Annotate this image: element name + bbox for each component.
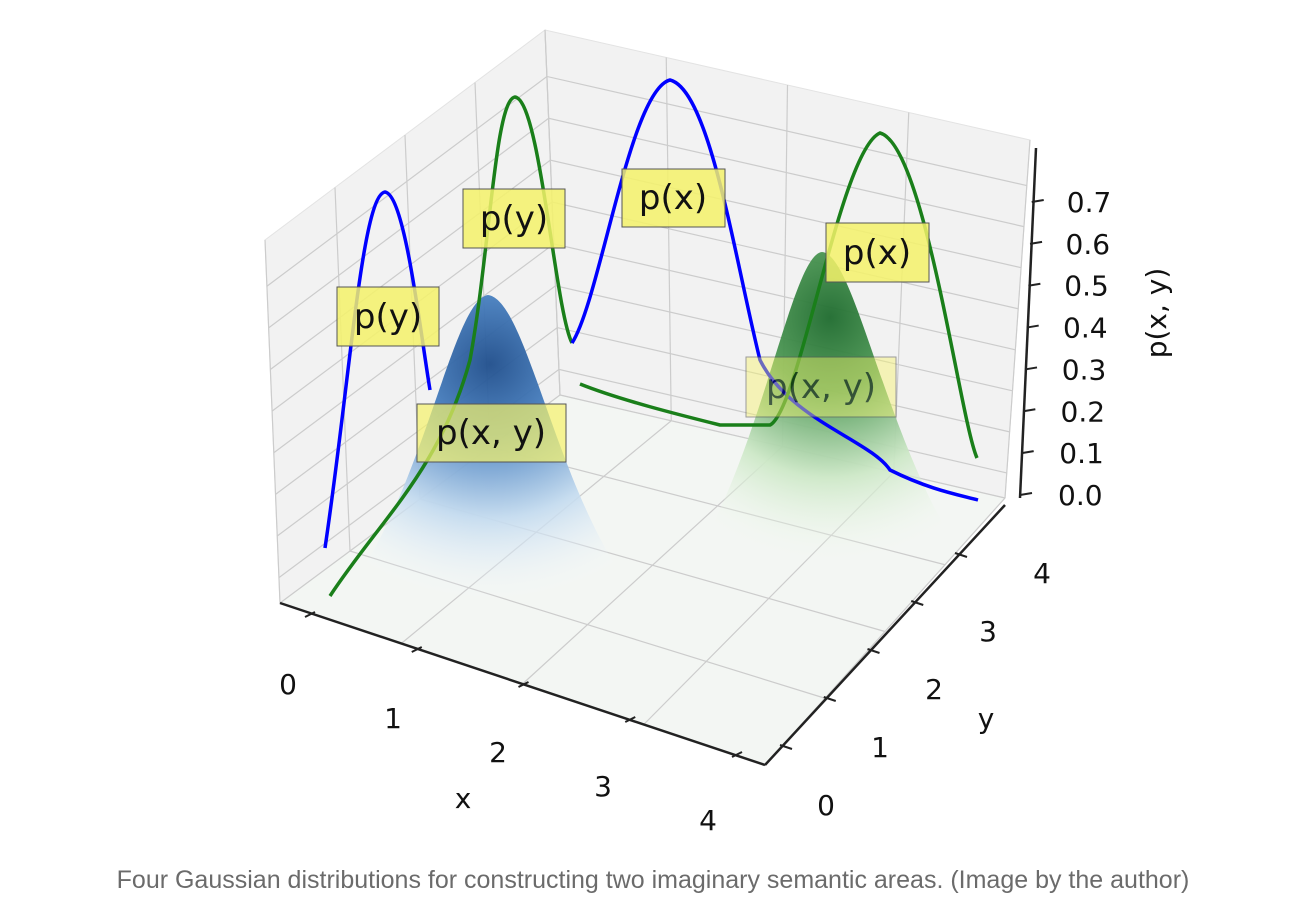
z-tick-label: 0.3: [1062, 353, 1107, 386]
z-axis-label: p(x, y): [1140, 268, 1173, 359]
y-axis-line: [764, 504, 1006, 766]
y-tick-label: 0: [817, 789, 835, 822]
x-tick-label: 3: [594, 770, 612, 803]
y-tick-label: 3: [979, 615, 997, 648]
gaussian-3d-figure: p(y) p(y) p(x) p(x) p(x, y) p(x, y) 0 1 2 3…: [264, 29, 1173, 837]
z-tick: [1021, 450, 1034, 455]
x-tick-label: 2: [489, 736, 507, 769]
z-tick-label: 0.4: [1063, 312, 1108, 345]
z-tick: [1024, 366, 1038, 371]
x-tick: [731, 751, 743, 758]
z-tick-label: 0.1: [1059, 437, 1104, 470]
x-tick: [411, 646, 423, 653]
grid-line: [264, 239, 281, 604]
x-tick: [518, 681, 529, 688]
x-tick-label: 1: [384, 702, 402, 735]
label-py-blue: p(y): [336, 286, 440, 347]
z-tick-label: 0.7: [1067, 186, 1112, 219]
grid-line: [665, 57, 672, 421]
x-tick-label: 4: [699, 804, 717, 837]
z-tick: [1019, 492, 1033, 496]
z-tick-label: 0.6: [1066, 228, 1111, 261]
z-tick-label: 0.2: [1061, 395, 1106, 428]
label-px-blue: p(x): [621, 168, 726, 228]
z-axis-line: [1018, 147, 1038, 499]
x-tick-label: 0: [279, 668, 297, 701]
x-axis-label: x: [455, 782, 472, 815]
x-tick: [624, 716, 636, 723]
grid-line: [334, 187, 351, 552]
green-px-curve: [579, 131, 979, 459]
label-pxy-green: p(x, y): [745, 356, 897, 418]
z-tick: [1031, 199, 1044, 203]
label-px-green: p(x): [825, 222, 930, 283]
z-tick: [1026, 324, 1039, 329]
y-axis-label: y: [978, 702, 995, 735]
y-tick-label: 4: [1033, 557, 1051, 590]
axis-ticks: 0 1 2 3 4 0 1 2 3 4 0.0 0.1 0.2 0.3 0.4 0.5 0.6 0.7: [279, 186, 1111, 837]
y-tick: [910, 600, 924, 606]
label-py-green: p(y): [462, 188, 566, 249]
svg-text:p(y): p(y): [354, 297, 422, 337]
z-tick: [1023, 408, 1036, 413]
z-tick: [1029, 240, 1043, 245]
green-gaussian-surface: [680, 252, 980, 580]
y-tick-label: 2: [925, 673, 943, 706]
y-tick: [779, 744, 793, 750]
svg-text:p(x, y): p(x, y): [766, 367, 876, 407]
z-tick-label: 0.5: [1064, 270, 1109, 303]
grid-line: [1004, 139, 1031, 499]
z-tick-label: 0.0: [1058, 479, 1103, 512]
y-tick: [954, 552, 968, 558]
x-tick: [304, 611, 316, 618]
y-tick: [823, 696, 837, 702]
svg-text:p(x): p(x): [639, 178, 707, 218]
label-pxy-blue: p(x, y): [416, 403, 567, 463]
y-tick: [867, 648, 880, 654]
svg-text:p(y): p(y): [480, 199, 548, 239]
svg-text:p(x): p(x): [843, 233, 911, 273]
z-tick: [1028, 282, 1041, 287]
figure-caption: Four Gaussian distributions for construc…: [116, 866, 1190, 894]
svg-text:p(x, y): p(x, y): [436, 413, 546, 453]
y-tick-label: 1: [871, 731, 889, 764]
